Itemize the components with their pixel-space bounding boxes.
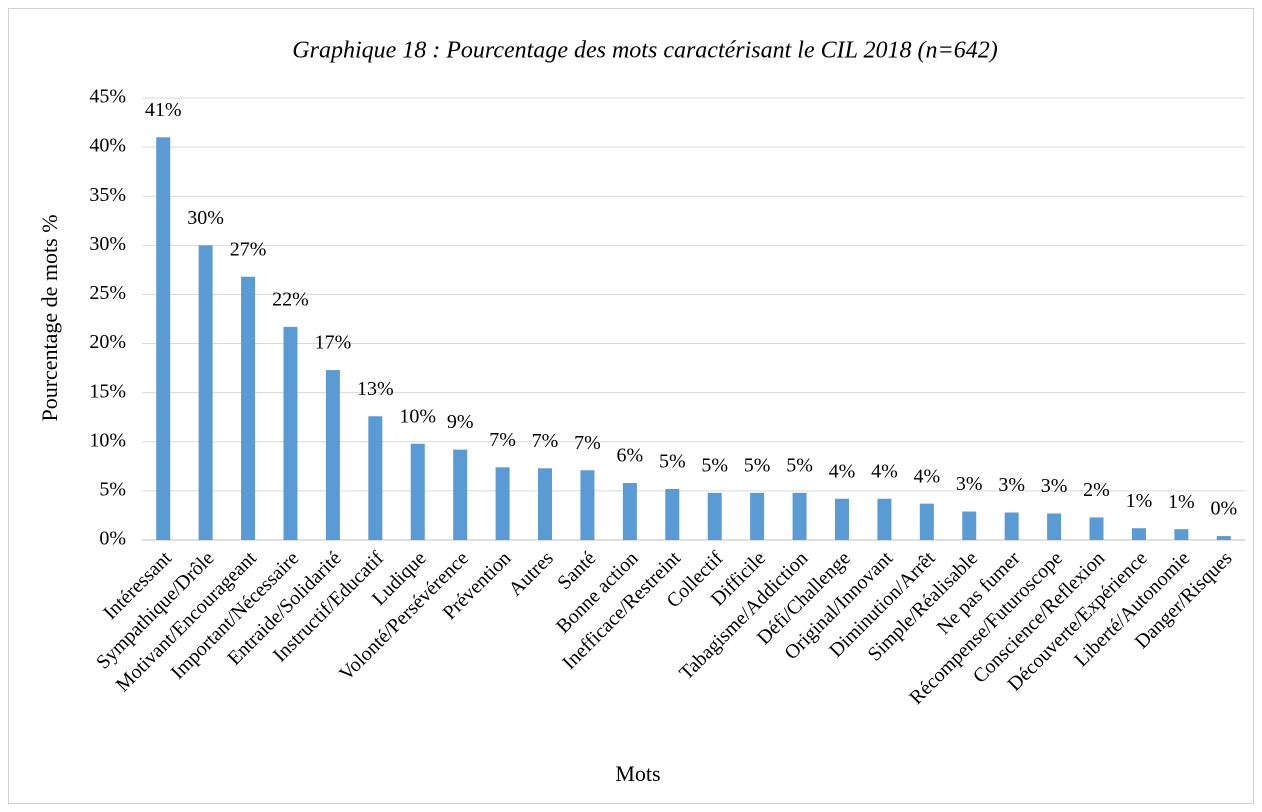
value-label: 2% bbox=[1083, 479, 1110, 501]
value-label: 9% bbox=[447, 411, 474, 433]
bar bbox=[919, 503, 934, 540]
bar bbox=[707, 492, 722, 540]
y-tick-label: 0% bbox=[99, 528, 126, 550]
value-label: 1% bbox=[1126, 490, 1153, 512]
bar bbox=[325, 370, 340, 540]
y-tick-label: 30% bbox=[89, 233, 126, 255]
value-label: 3% bbox=[1041, 475, 1068, 497]
y-tick-label: 35% bbox=[89, 184, 126, 206]
y-tick-label: 20% bbox=[89, 331, 126, 353]
bar bbox=[834, 498, 849, 540]
value-label: 5% bbox=[744, 454, 771, 476]
value-label: 22% bbox=[272, 288, 309, 310]
bar bbox=[241, 276, 256, 540]
value-label: 3% bbox=[998, 474, 1025, 496]
y-tick-label: 15% bbox=[89, 380, 126, 402]
value-label: 13% bbox=[357, 378, 394, 400]
chart-title: Graphique 18 : Pourcentage des mots cara… bbox=[292, 38, 997, 64]
bar bbox=[1131, 528, 1146, 540]
bar bbox=[877, 498, 892, 540]
value-label: 6% bbox=[617, 445, 644, 467]
bar bbox=[1047, 513, 1062, 540]
bar bbox=[453, 449, 468, 540]
bar bbox=[580, 470, 595, 540]
value-label: 10% bbox=[399, 405, 436, 427]
value-label: 7% bbox=[489, 429, 516, 451]
bar bbox=[1004, 512, 1019, 540]
value-label: 27% bbox=[230, 238, 267, 260]
y-tick-label: 40% bbox=[89, 135, 126, 157]
bar bbox=[283, 326, 298, 540]
bar bbox=[410, 443, 425, 540]
bar bbox=[156, 137, 171, 541]
value-label: 5% bbox=[786, 454, 813, 476]
y-axis-label: Pourcentage de mots % bbox=[37, 214, 62, 421]
bar bbox=[538, 468, 553, 540]
value-label: 0% bbox=[1210, 498, 1237, 520]
value-label: 41% bbox=[145, 99, 182, 121]
bar bbox=[495, 467, 510, 540]
y-tick-label: 10% bbox=[89, 429, 126, 451]
value-label: 3% bbox=[956, 473, 983, 495]
bar bbox=[962, 511, 977, 540]
value-label: 30% bbox=[187, 207, 224, 229]
y-tick-label: 5% bbox=[99, 478, 126, 500]
bar bbox=[1089, 517, 1104, 540]
value-label: 5% bbox=[701, 454, 728, 476]
bar bbox=[1216, 536, 1231, 540]
value-label: 4% bbox=[913, 465, 940, 487]
value-label: 17% bbox=[315, 332, 352, 354]
chart-frame bbox=[8, 8, 1254, 804]
value-label: 1% bbox=[1168, 491, 1195, 513]
value-label: 7% bbox=[574, 432, 601, 454]
y-tick-label: 25% bbox=[89, 282, 126, 304]
bar bbox=[665, 488, 680, 540]
bar bbox=[622, 483, 637, 540]
bar bbox=[368, 416, 383, 540]
bar bbox=[1174, 529, 1189, 540]
value-label: 4% bbox=[871, 460, 898, 482]
value-label: 5% bbox=[659, 451, 686, 473]
bar bbox=[792, 492, 807, 540]
bar bbox=[750, 492, 765, 540]
value-label: 7% bbox=[532, 430, 559, 452]
x-axis-label: Mots bbox=[615, 761, 660, 786]
y-tick-label: 45% bbox=[89, 86, 126, 108]
bar bbox=[198, 245, 213, 541]
value-label: 4% bbox=[829, 460, 856, 482]
